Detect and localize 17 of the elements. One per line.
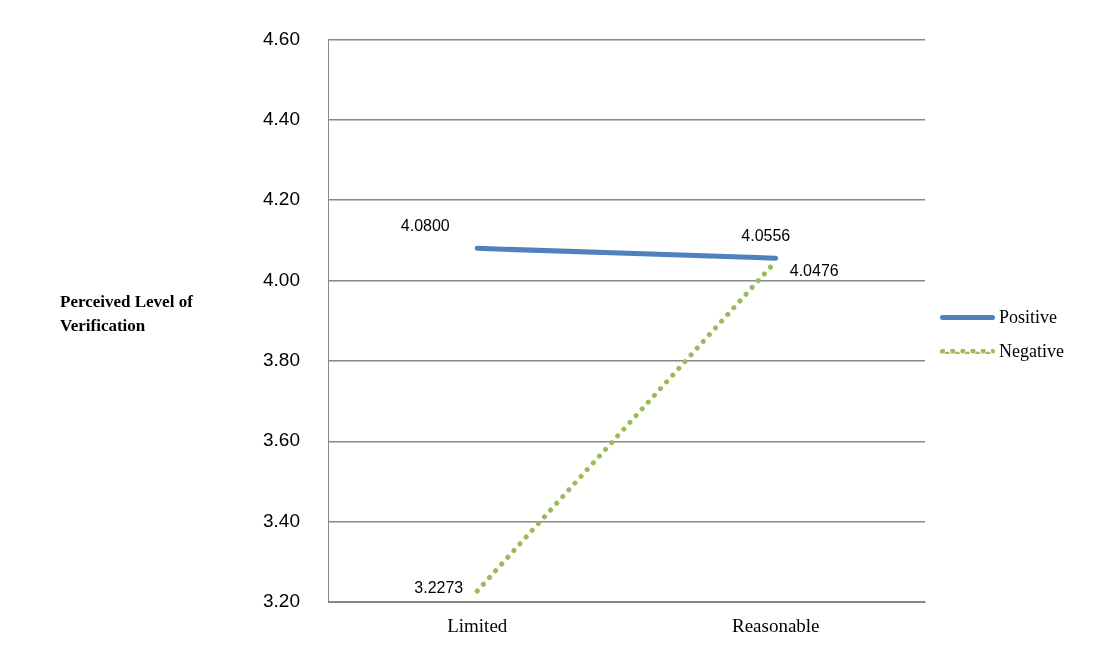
data-label: 4.0556 <box>741 226 791 244</box>
y-tick-label: 3.40 <box>263 509 300 531</box>
legend-label: Positive <box>999 306 1058 328</box>
y-tick-label: 4.40 <box>263 108 300 130</box>
x-tick-label: Limited <box>447 615 508 637</box>
y-tick-label: 3.20 <box>263 590 300 612</box>
legend-label: Negative <box>999 340 1064 362</box>
y-tick-label: 4.60 <box>263 27 300 49</box>
x-tick-label: Reasonable <box>731 615 820 637</box>
data-label: 3.2273 <box>414 579 464 597</box>
y-tick-label: 4.00 <box>263 268 300 290</box>
data-label: 4.0476 <box>789 261 839 279</box>
y-axis-title: Perceived Level of Verification <box>60 291 194 337</box>
data-label: 4.0800 <box>400 216 450 234</box>
y-tick-label: 3.80 <box>263 349 300 371</box>
y-tick-label: 3.60 <box>263 429 300 451</box>
y-tick-label: 4.20 <box>263 188 300 210</box>
